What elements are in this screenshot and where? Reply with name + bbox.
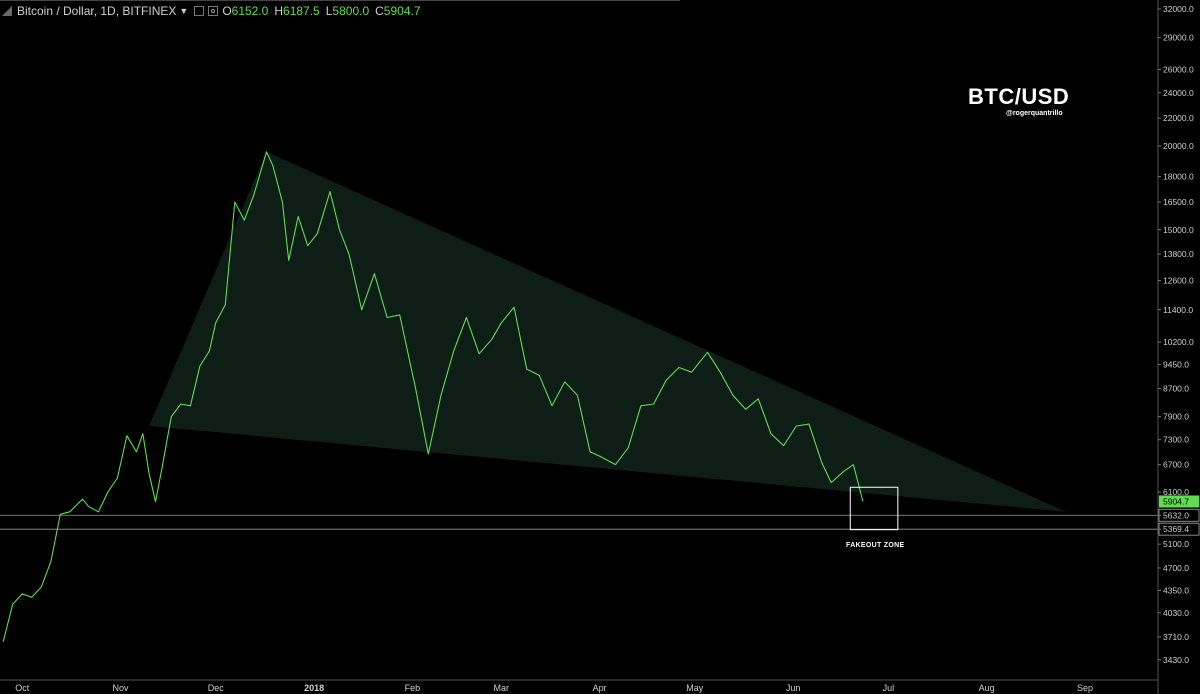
y-tick-label: 16500.0 xyxy=(1163,197,1194,207)
chart-header: Bitcoin / Dollar, 1D, BITFINEX ▼ O6152.0… xyxy=(2,3,427,19)
y-tick-label: 7900.0 xyxy=(1163,412,1189,422)
symbol-logo-icon xyxy=(2,6,12,16)
y-tick-label: 24000.0 xyxy=(1163,88,1194,98)
y-tick-label: 6700.0 xyxy=(1163,460,1189,470)
y-tick-label: 22000.0 xyxy=(1163,113,1194,123)
ohlc-low: L5800.0 xyxy=(325,4,370,18)
y-tick-label: 13800.0 xyxy=(1163,249,1194,259)
y-tick-label: 26000.0 xyxy=(1163,64,1194,74)
y-tick-label: 32000.0 xyxy=(1163,4,1194,14)
triangle-pattern xyxy=(149,151,1067,512)
y-tick-label: 10200.0 xyxy=(1163,337,1194,347)
x-tick-label: Sep xyxy=(1077,683,1093,693)
y-tick-label: 12600.0 xyxy=(1163,276,1194,286)
y-tick-label: 18000.0 xyxy=(1163,172,1194,182)
symbol-dropdown-caret-icon[interactable]: ▼ xyxy=(179,6,189,16)
x-tick-label: Nov xyxy=(113,683,130,693)
last-price-tag xyxy=(1159,495,1199,508)
x-tick-label: Jul xyxy=(883,683,895,693)
x-tick-label: Jun xyxy=(786,683,801,693)
y-tick-label: 9450.0 xyxy=(1163,359,1189,369)
y-tick-label: 5632.0 xyxy=(1163,510,1189,520)
ohlc-close: C5904.7 xyxy=(375,4,421,18)
y-tick-label: 4030.0 xyxy=(1163,608,1189,618)
y-tick-label: 5100.0 xyxy=(1163,539,1189,549)
x-tick-label: Dec xyxy=(208,683,225,693)
watermark-title: BTC/USD xyxy=(968,84,1070,109)
x-tick-label: Aug xyxy=(979,683,995,693)
ohlc-open: O6152.0 xyxy=(222,4,269,18)
y-tick-label: 29000.0 xyxy=(1163,33,1194,43)
fakeout-zone-label: FAKEOUT ZONE xyxy=(846,542,905,549)
watermark-handle: @rogerquantrillo xyxy=(1006,110,1063,117)
hide-series-icon[interactable] xyxy=(194,6,205,16)
symbol-title[interactable]: Bitcoin / Dollar, 1D, BITFINEX xyxy=(17,4,177,18)
y-tick-label: 8700.0 xyxy=(1163,384,1189,394)
ohlc-high: H6187.5 xyxy=(274,4,320,18)
watermark: BTC/USD @rogerquantrillo xyxy=(968,84,1088,117)
y-tick-label: 4700.0 xyxy=(1163,563,1189,573)
x-tick-label: Oct xyxy=(15,683,30,693)
y-tick-label: 15000.0 xyxy=(1163,225,1194,235)
y-tick-label: 7300.0 xyxy=(1163,435,1189,445)
x-tick-label: Mar xyxy=(494,683,510,693)
x-tick-label: Apr xyxy=(593,683,607,693)
x-tick-label: May xyxy=(686,683,704,693)
x-tick-label: 2018 xyxy=(304,683,324,693)
y-tick-label: 5369.4 xyxy=(1163,524,1189,534)
y-tick-label: 3710.0 xyxy=(1163,632,1189,642)
y-tick-label: 11400.0 xyxy=(1163,305,1193,315)
y-tick-label: 4350.0 xyxy=(1163,586,1189,596)
y-tick-label: 3430.0 xyxy=(1163,655,1189,665)
y-tick-label: 20000.0 xyxy=(1163,141,1194,151)
series-settings-gear-icon[interactable] xyxy=(208,6,219,16)
x-tick-label: Feb xyxy=(405,683,421,693)
y-tick-label: 6100.0 xyxy=(1163,487,1189,497)
last-price-label: 5904.7 xyxy=(1163,496,1189,506)
fakeout-zone-box xyxy=(849,486,899,531)
price-line xyxy=(2,151,864,642)
